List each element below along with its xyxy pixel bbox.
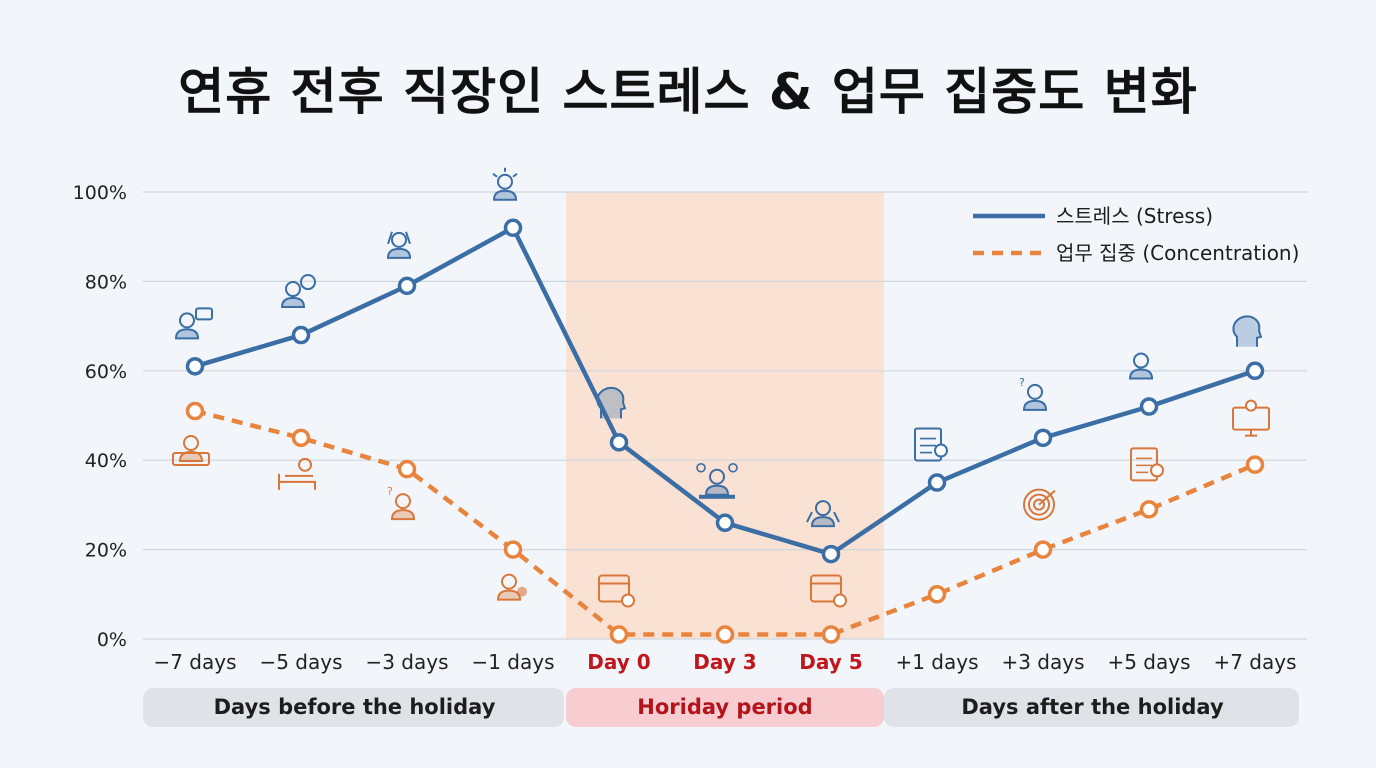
concentration-point xyxy=(291,428,311,448)
period-pill xyxy=(566,688,884,727)
x-tick-label: +3 days xyxy=(1001,650,1084,674)
person-confused-icon: ? xyxy=(387,485,416,521)
period-label: Days after the holiday xyxy=(961,695,1224,719)
clipboard-gear-icon xyxy=(914,427,948,462)
person-tired-icon xyxy=(496,573,527,601)
x-tick-label: −5 days xyxy=(259,650,342,674)
concentration-point xyxy=(503,540,523,559)
clipboard-check-icon xyxy=(1130,447,1164,482)
brain-head-icon xyxy=(1232,315,1263,347)
concentration-point xyxy=(609,625,629,644)
x-tick-label: +7 days xyxy=(1213,650,1296,674)
x-tick-label: −3 days xyxy=(365,650,448,674)
person-chat-icon xyxy=(174,307,213,340)
stress-point xyxy=(1245,361,1265,381)
person-head-holding-icon xyxy=(386,231,412,259)
period-label: Horiday period xyxy=(637,695,812,719)
legend-label: 스트레스 (Stress) xyxy=(1056,204,1213,228)
y-tick-label: 0% xyxy=(97,629,127,651)
y-tick-label: 80% xyxy=(85,271,127,293)
calendar-clock-icon xyxy=(598,574,635,608)
stress-point xyxy=(397,276,417,296)
concentration-point xyxy=(715,625,735,644)
stress-point xyxy=(185,357,205,376)
period-pill xyxy=(143,688,564,727)
x-tick-label: Day 3 xyxy=(693,650,756,674)
period-label: Days before the holiday xyxy=(214,695,496,719)
holiday-band xyxy=(566,192,884,639)
x-tick-label: +5 days xyxy=(1107,650,1190,674)
brain-head-icon xyxy=(596,386,627,419)
stress-point xyxy=(291,325,311,345)
person-icon xyxy=(1128,352,1154,380)
x-tick-label: Day 0 xyxy=(587,650,650,674)
concentration-point xyxy=(397,459,417,479)
y-tick-label: 20% xyxy=(85,540,127,562)
concentration-point xyxy=(927,585,947,604)
chart-title: 연휴 전후 직장인 스트레스 & 업무 집중도 변화 xyxy=(178,63,1198,121)
y-tick-label: 100% xyxy=(73,182,127,204)
target-icon xyxy=(1023,488,1056,521)
person-desk-talk-icon xyxy=(696,462,738,499)
x-tick-label: −1 days xyxy=(471,650,554,674)
stress-point xyxy=(927,473,947,492)
person-stressed-icon xyxy=(492,167,518,201)
svg-text:?: ? xyxy=(1019,376,1025,389)
stress-point xyxy=(609,433,629,452)
svg-text:?: ? xyxy=(387,485,393,498)
concentration-point xyxy=(821,625,841,644)
stress-point xyxy=(821,544,841,564)
calendar-clock-icon xyxy=(810,574,847,608)
concentration-point xyxy=(1033,540,1053,559)
concentration-point xyxy=(185,401,205,421)
person-meditate-icon xyxy=(806,500,840,528)
x-tick-label: Day 5 xyxy=(799,650,862,674)
concentration-point xyxy=(1245,455,1265,474)
y-tick-label: 40% xyxy=(85,450,127,472)
bed-clock-icon xyxy=(278,457,316,490)
person-confused-icon: ? xyxy=(1019,376,1048,411)
concentration-point xyxy=(1139,500,1159,519)
person-question-icon xyxy=(280,274,316,309)
stress-point xyxy=(503,218,523,238)
x-tick-label: +1 days xyxy=(895,650,978,674)
person-laptop-icon xyxy=(172,435,210,467)
stress-point xyxy=(1033,428,1053,448)
x-tick-label: −7 days xyxy=(153,650,236,674)
stress-point xyxy=(715,513,735,533)
period-pill xyxy=(884,688,1299,727)
stress-point xyxy=(1139,397,1159,416)
y-tick-label: 60% xyxy=(85,361,127,383)
monitor-gear-icon xyxy=(1232,399,1270,437)
legend-label: 업무 집중 (Concentration) xyxy=(1056,241,1299,265)
